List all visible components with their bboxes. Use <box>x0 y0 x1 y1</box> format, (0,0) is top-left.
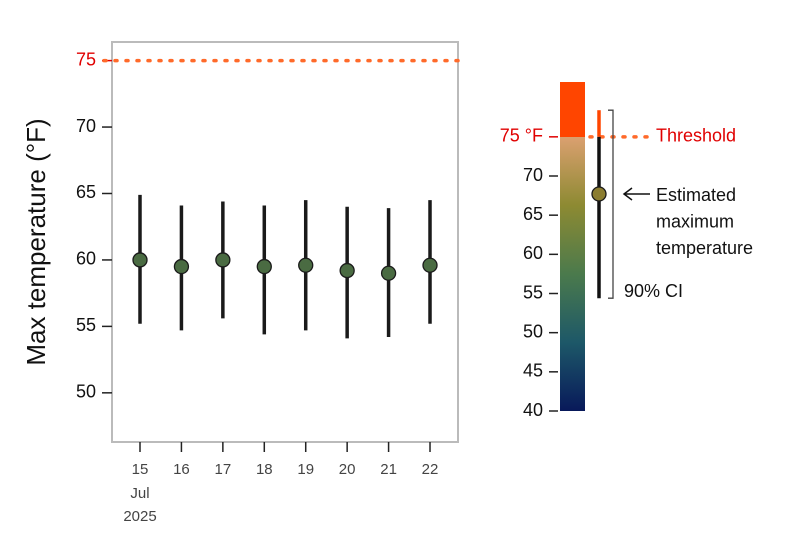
x-tick-label: 19 <box>297 461 314 478</box>
example-label: maximum <box>656 211 734 231</box>
y-tick-label: 55 <box>76 315 96 335</box>
colorbar-tick-label: 45 <box>523 361 543 381</box>
point <box>256 258 272 275</box>
point <box>298 257 314 273</box>
point <box>339 262 355 279</box>
y-tick-label: 70 <box>76 116 96 136</box>
colorbar-tick-label: 50 <box>523 321 543 341</box>
point <box>215 252 231 268</box>
x-tick-label: 17 <box>215 461 232 478</box>
x-month-label: Jul <box>130 485 149 502</box>
colorbar-tick-label: 70 <box>523 165 543 185</box>
point <box>132 252 148 268</box>
y-tick-label: 65 <box>76 182 96 202</box>
ci-label: 90% CI <box>624 281 683 301</box>
example-label: temperature <box>656 238 753 258</box>
y-tick-label: 60 <box>76 249 96 269</box>
x-tick-label: 22 <box>422 461 439 478</box>
colorbar-tick-label: 55 <box>523 282 543 302</box>
y-axis-label: Max temperature (°F) <box>21 118 51 365</box>
colorbar-threshold-label: 75 °F <box>500 126 543 146</box>
colorbar-tick-label: 60 <box>523 243 543 263</box>
ci-bracket <box>608 109 614 299</box>
plot-frame <box>111 41 459 443</box>
threshold-label: 75 <box>76 49 96 69</box>
x-tick-label: 21 <box>380 461 397 478</box>
x-tick-label: 18 <box>256 461 273 478</box>
example-point <box>591 186 607 202</box>
colorbar-tick-label: 65 <box>523 204 543 224</box>
x-year-label: 2025 <box>123 508 156 525</box>
example-label: Estimated <box>656 185 736 205</box>
colorbar-tick-label: 40 <box>523 400 543 420</box>
colorbar <box>560 82 585 411</box>
x-tick-label: 15 <box>132 461 149 478</box>
point <box>380 265 397 281</box>
point <box>173 258 190 275</box>
y-tick-label: 50 <box>76 382 96 402</box>
x-tick-label: 20 <box>339 461 356 478</box>
point <box>422 257 438 273</box>
arrow <box>622 187 650 201</box>
legend-threshold-text: Threshold <box>656 126 736 146</box>
x-tick-label: 16 <box>173 461 190 478</box>
